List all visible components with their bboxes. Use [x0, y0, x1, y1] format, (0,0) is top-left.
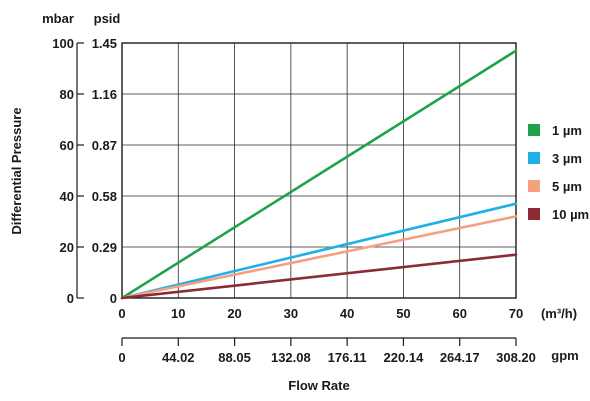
x-tick-label: 20 [227, 306, 241, 321]
y-axis-title: Differential Pressure [9, 107, 24, 234]
series-line [120, 202, 518, 300]
x-tick-label: 50 [396, 306, 410, 321]
y-secondary-unit-label: psid [94, 11, 121, 26]
x-tick-label: 40 [340, 306, 354, 321]
y-tick-label: 20 [60, 240, 74, 255]
legend-swatch [528, 124, 540, 136]
legend-swatch [528, 152, 540, 164]
series-line [120, 49, 518, 300]
y-tick-label: 80 [60, 87, 74, 102]
x-secondary-tick-label: 264.17 [440, 350, 480, 365]
legend-label: 5 µm [552, 179, 582, 194]
y-tick-label: 40 [60, 189, 74, 204]
x-tick-label: 0 [118, 306, 125, 321]
y-secondary-tick-label: 0.29 [92, 240, 117, 255]
x-secondary-unit-label: gpm [551, 348, 578, 363]
x-unit-label: (m³/h) [541, 306, 577, 321]
x-secondary-tick-label: 0 [118, 350, 125, 365]
series-lines [120, 49, 518, 300]
x-tick-label: 60 [452, 306, 466, 321]
y-tick-label: 100 [52, 36, 74, 51]
x-secondary-tick-label: 88.05 [218, 350, 251, 365]
x-tick-label: 70 [509, 306, 523, 321]
legend-swatch [528, 180, 540, 192]
x-axis-title: Flow Rate [288, 378, 349, 393]
y-unit-label: mbar [42, 11, 74, 26]
x-secondary-tick-label: 308.20 [496, 350, 536, 365]
x-tick-label: 30 [284, 306, 298, 321]
y-tick-label: 60 [60, 138, 74, 153]
y-secondary-tick-label: 0 [110, 291, 117, 306]
x-tick-label: 10 [171, 306, 185, 321]
x-secondary-tick-label: 44.02 [162, 350, 195, 365]
legend-label: 10 µm [552, 207, 589, 222]
series-line [120, 215, 518, 300]
legend-swatch [528, 208, 540, 220]
x-secondary-tick-label: 220.14 [384, 350, 425, 365]
legend-label: 1 µm [552, 123, 582, 138]
series-line [120, 253, 518, 300]
y-secondary-tick-label: 0.87 [92, 138, 117, 153]
legend-label: 3 µm [552, 151, 582, 166]
y-tick-label: 0 [67, 291, 74, 306]
y-secondary-tick-label: 1.16 [92, 87, 117, 102]
y-secondary-tick-label: 0.58 [92, 189, 117, 204]
x-secondary-tick-label: 176.11 [328, 350, 367, 365]
y-secondary-tick-label: 1.45 [92, 36, 117, 51]
legend: 1 µm 3 µm 5 µm 10 µm [528, 123, 589, 222]
x-secondary-tick-label: 132.08 [271, 350, 311, 365]
plot-frame [121, 42, 517, 299]
axes [76, 42, 517, 346]
